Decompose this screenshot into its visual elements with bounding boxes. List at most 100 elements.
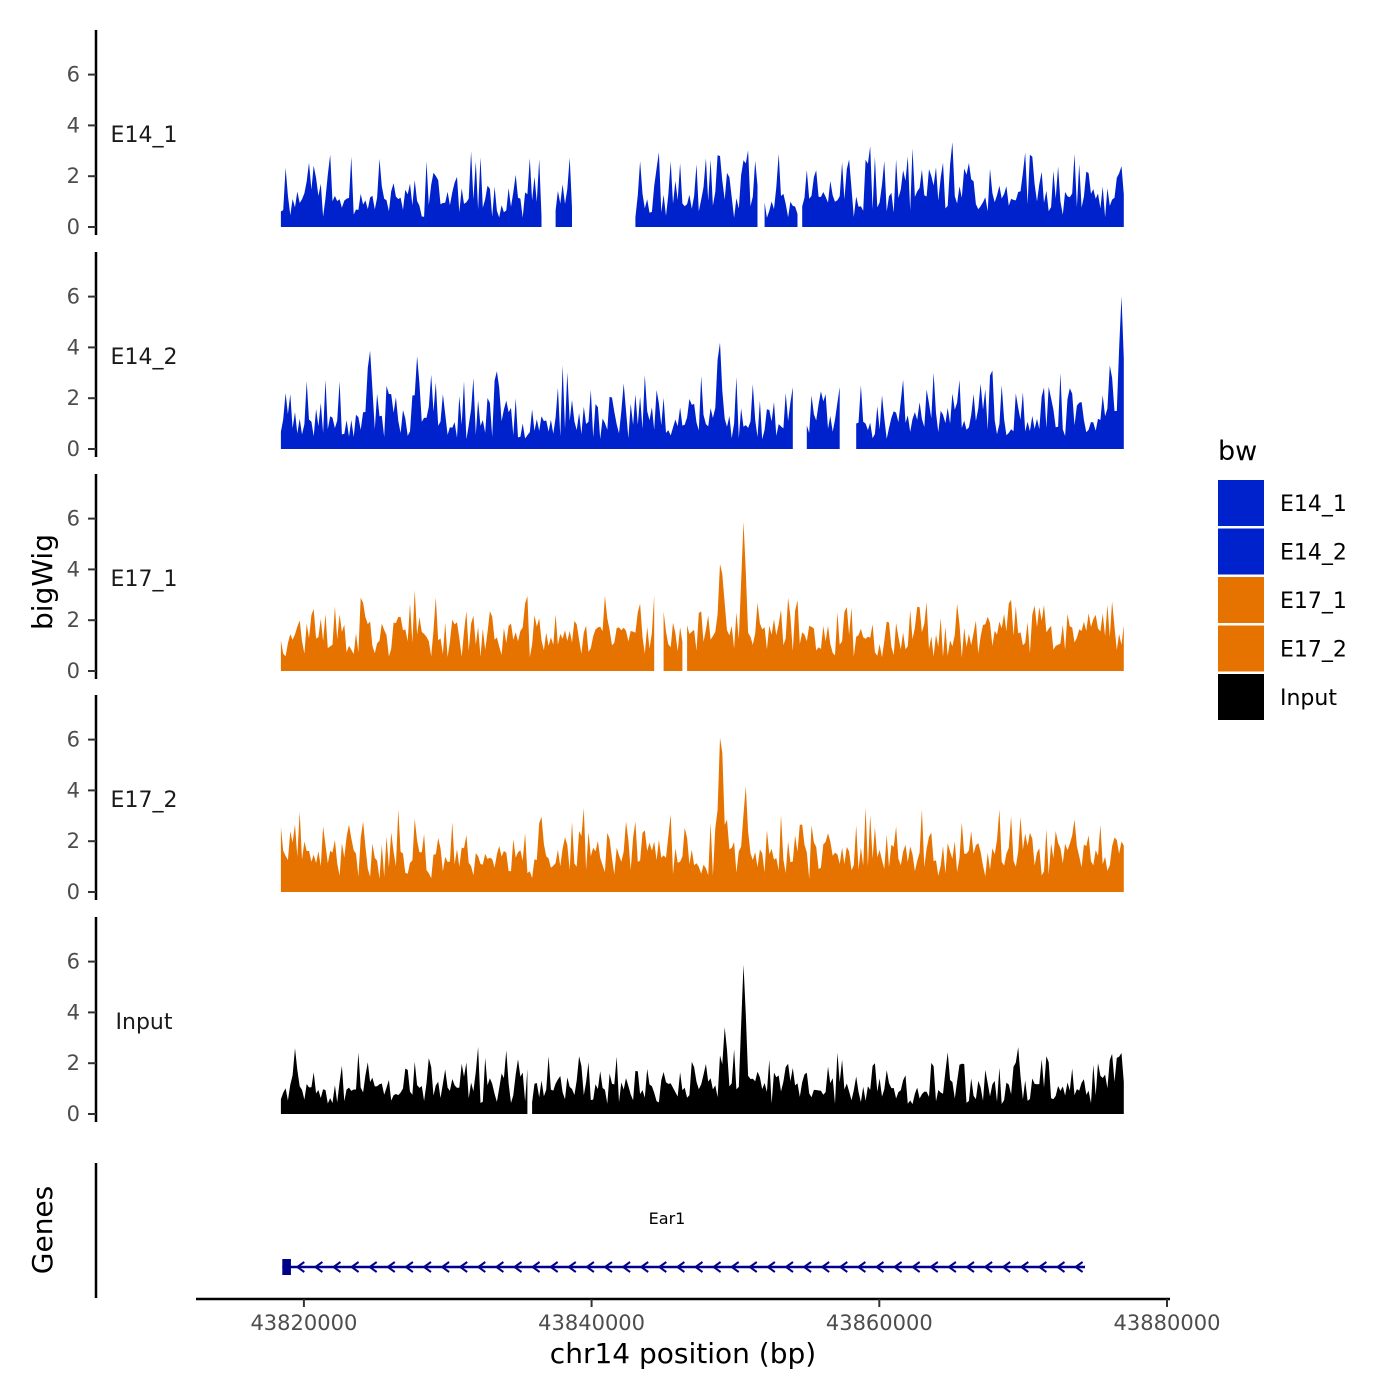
track-label: Input [116,1010,173,1035]
legend-title: bw [1218,436,1257,467]
strand-arrow [1001,1261,1011,1273]
genes-track: Genes Ear1 [26,1163,1086,1298]
signal-area [280,590,655,671]
strand-arrow [657,1261,667,1273]
track-E14_2: 0 2 4 6 E14_2 [67,252,1124,461]
x-tick-label: 43820000 [250,1311,357,1335]
legend-swatch [1218,577,1264,623]
strand-arrow [820,1261,830,1273]
strand-arrow [748,1261,758,1273]
strand-arrow [856,1261,866,1273]
legend-label: Input [1280,686,1337,711]
legend-swatch [1218,480,1264,526]
strand-arrow [530,1261,541,1273]
strand-arrow [874,1261,885,1273]
x-tick-label: 43880000 [1114,1311,1221,1335]
y-tick-label: 6 [67,950,80,974]
strand-arrow [802,1261,812,1273]
strand-arrow [548,1261,559,1273]
signal-area [856,296,1124,449]
y-tick-label: 2 [67,164,80,188]
y-tick-label: 2 [67,608,80,632]
strand-arrow [766,1261,776,1273]
track-label: E14_2 [111,345,178,370]
track-label: E14_1 [111,123,178,148]
strand-arrow [603,1261,613,1273]
strand-arrow [404,1261,414,1273]
legend-swatch [1218,528,1264,575]
y-tick-label: 4 [67,557,80,581]
strand-arrow [494,1261,504,1273]
signal-area [663,611,683,671]
track-E14_1: 0 2 4 6 E14_1 [67,30,1124,239]
strand-arrow [892,1261,903,1273]
signal-area [280,342,793,449]
strand-arrow [965,1261,975,1273]
y-axis-title: bigWig [26,534,59,630]
y-tick-label: 6 [67,285,80,309]
strand-arrow [512,1261,523,1273]
y-tick-label: 0 [67,437,80,461]
signal-area [687,521,1124,671]
track-Input: 0 2 4 6 Input [67,917,1124,1126]
legend-swatch [1218,674,1264,720]
y-tick-label: 4 [67,335,80,359]
x-axis: chr14 position (bp) 43820000 43840000 4386… [196,1297,1221,1370]
y-tick-label: 4 [67,778,80,802]
y-tick-label: 2 [67,1051,80,1075]
signal-area [806,387,840,449]
strand-arrow [422,1261,432,1273]
y-tick-label: 2 [67,386,80,410]
strand-arrow [386,1261,396,1273]
legend-label: E17_2 [1280,638,1347,663]
signal-area [280,151,542,227]
strand-arrow [585,1261,595,1273]
strand-arrow [639,1261,649,1273]
strand-arrow [1073,1261,1084,1273]
legend-label: E14_1 [1280,492,1347,517]
strand-arrow [675,1261,685,1273]
track-E17_2: 0 2 4 6 E17_2 [67,695,1124,904]
y-tick-label: 4 [67,1000,80,1024]
legend: bw E14_1 E14_2 E17_1 E17_2 Input [1218,436,1347,720]
strand-arrow [983,1261,993,1273]
signal-area [802,142,1124,227]
y-tick-label: 4 [67,113,80,137]
strand-arrow [947,1261,957,1273]
strand-arrow [838,1261,848,1273]
y-tick-label: 6 [67,63,80,87]
x-tick-label: 43860000 [826,1311,933,1335]
y-tick-label: 6 [67,507,80,531]
track-E17_1: 0 2 4 6 E17_1 [67,474,1124,683]
strand-arrow [313,1261,323,1273]
track-label: E17_1 [111,567,178,592]
signal-area [635,150,758,227]
y-tick-label: 0 [67,215,80,239]
strand-arrow [349,1261,360,1273]
strand-arrow [1037,1261,1047,1273]
strand-arrow [693,1261,704,1273]
signal-area [555,157,572,227]
x-axis-title: chr14 position (bp) [550,1337,816,1370]
signal-area [532,964,1124,1114]
strand-arrow [331,1261,342,1273]
strand-arrow [910,1261,921,1273]
signal-tracks: 0 2 4 6 E14_1 0 2 4 6 E14_2 0 2 4 6 E17_1 0 2 4 6 E17_2 0 2 4 6… [67,30,1124,1126]
strand-arrow [729,1261,740,1273]
gene-label: Ear1 [649,1209,686,1228]
signal-area [280,1047,528,1114]
strand-arrow [1019,1261,1029,1273]
strand-arrow [367,1261,378,1273]
strand-arrow [295,1261,305,1273]
gene-exon [282,1259,291,1275]
strand-arrow [476,1261,486,1273]
x-tick-label: 43840000 [538,1311,645,1335]
y-tick-label: 2 [67,829,80,853]
signal-area [764,153,798,227]
legend-label: E14_2 [1280,541,1347,566]
y-tick-label: 6 [67,728,80,752]
y-tick-label: 0 [67,659,80,683]
track-label: E17_2 [111,788,178,813]
strand-arrow [784,1261,794,1273]
